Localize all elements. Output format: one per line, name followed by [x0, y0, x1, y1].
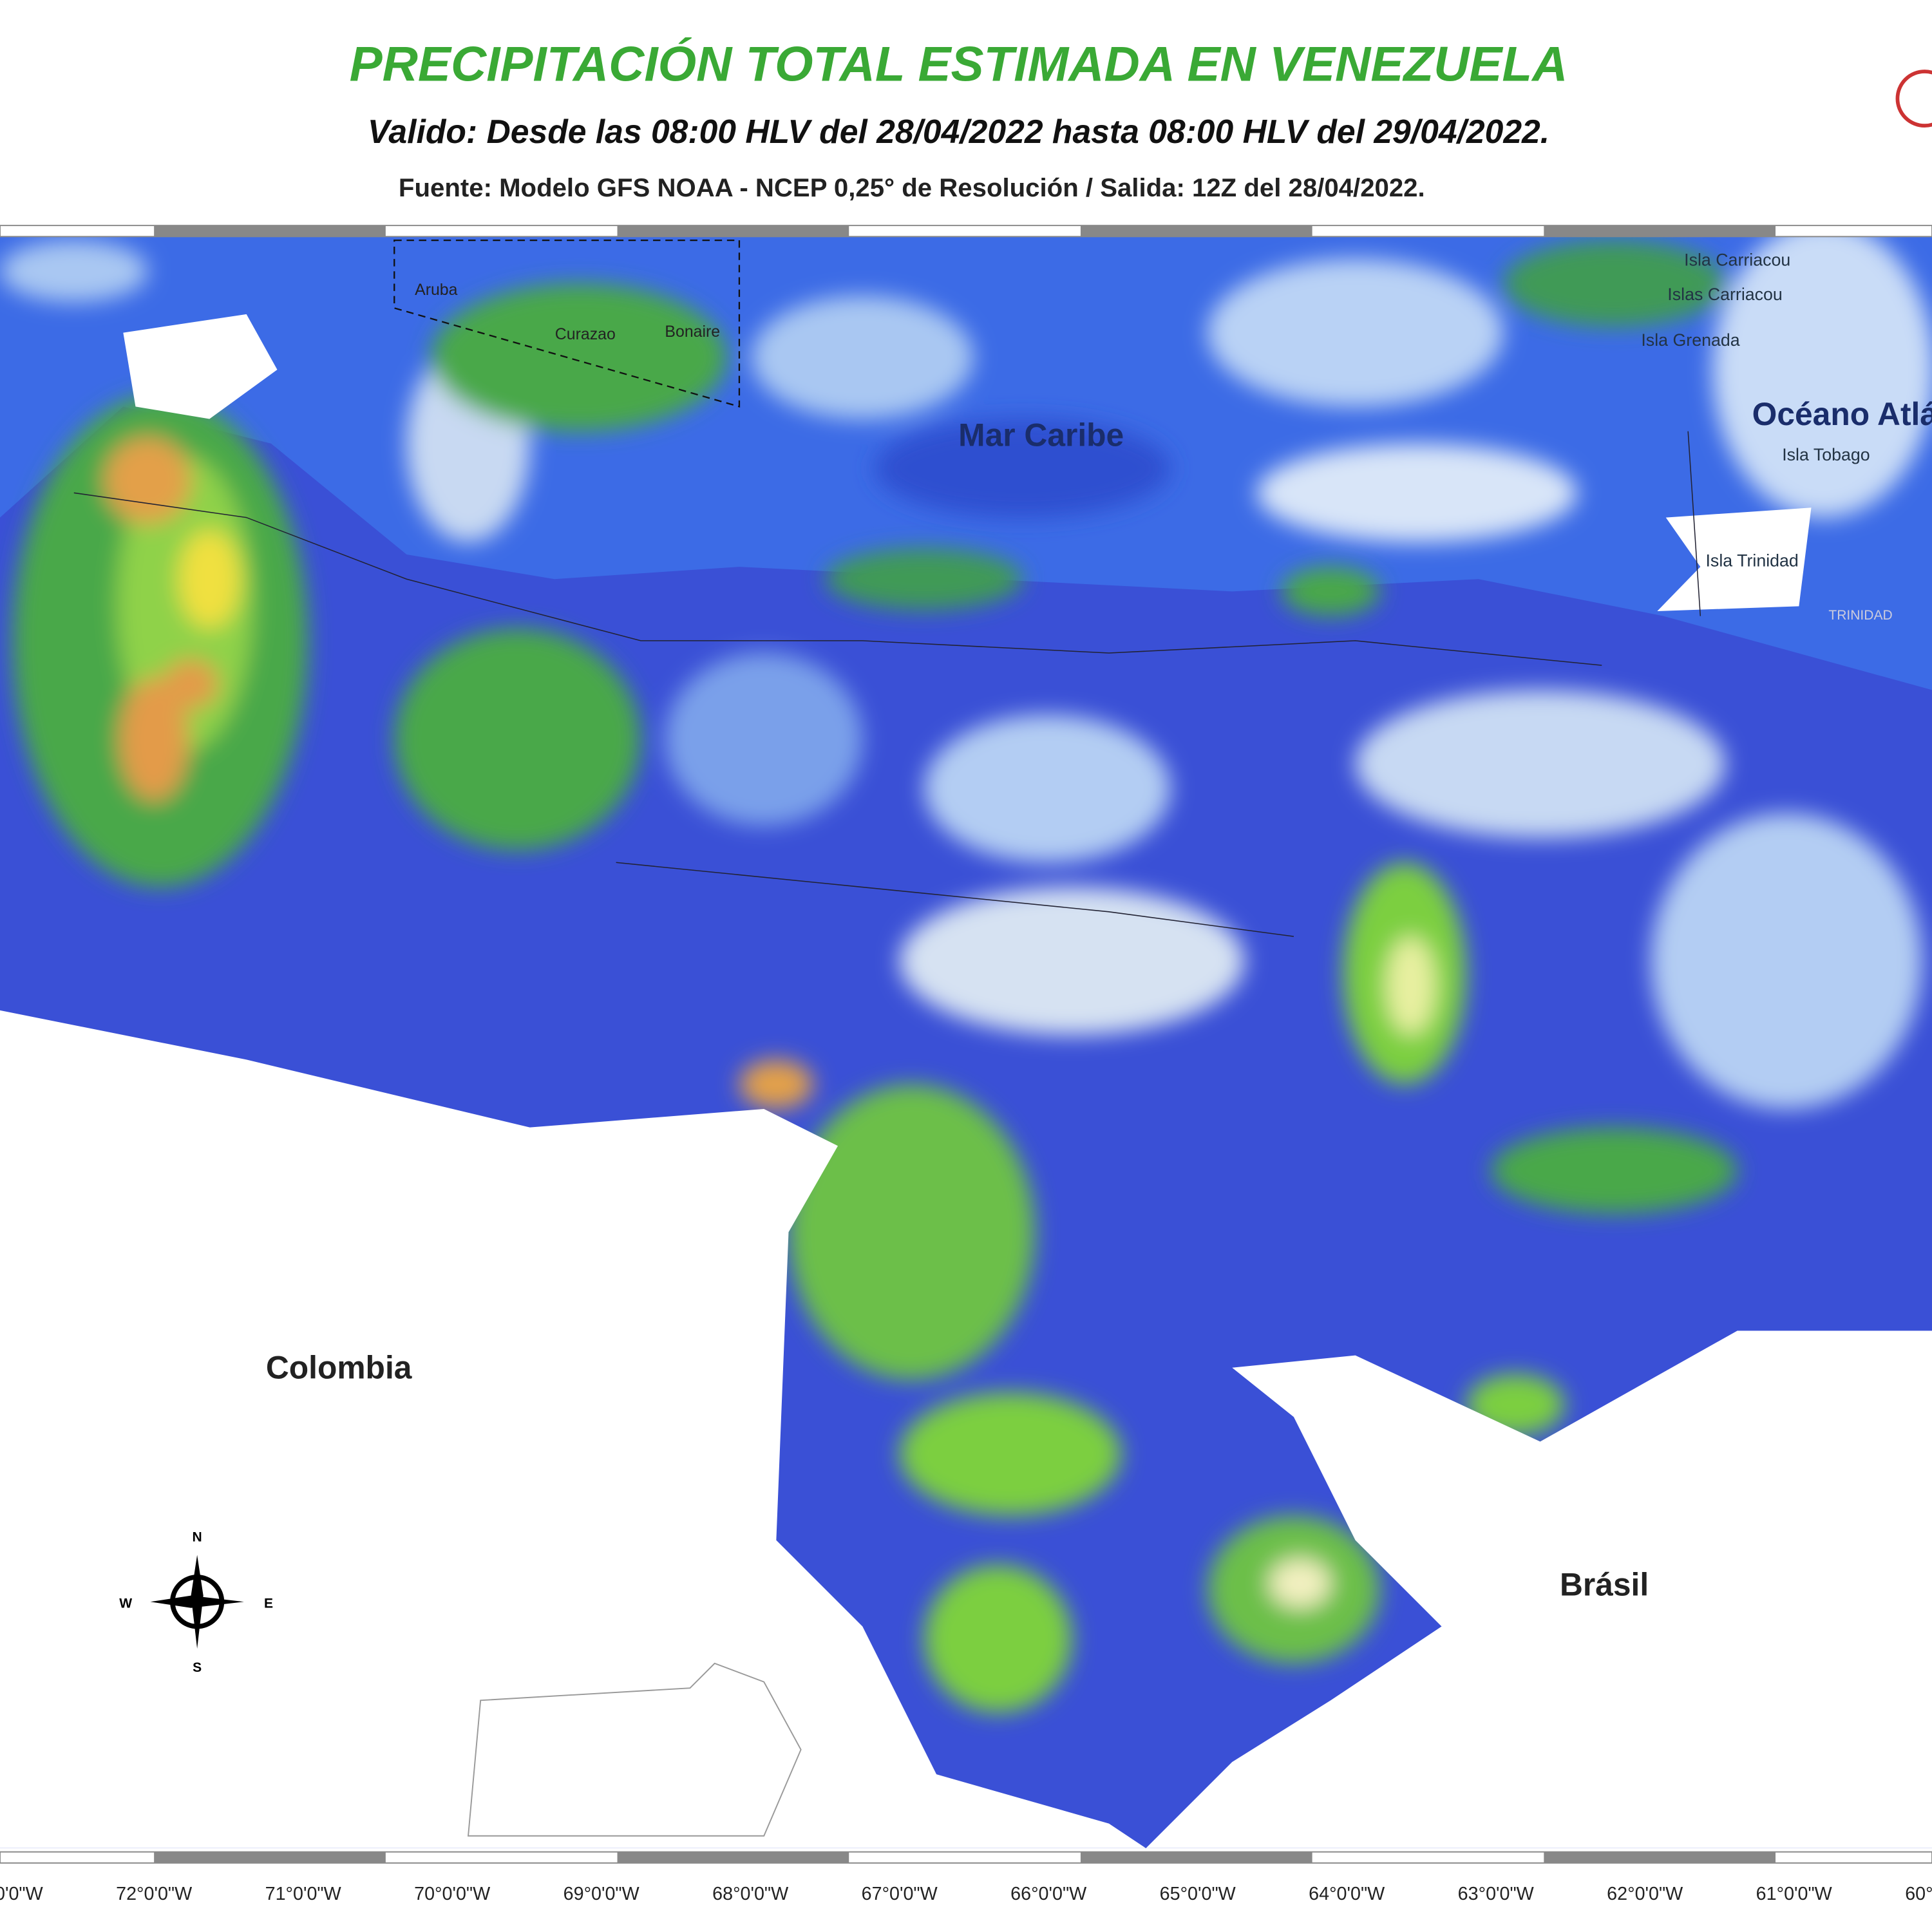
frame-tick	[1544, 225, 1776, 237]
place-label: Isla Tobago	[1782, 445, 1870, 464]
trinidad	[1657, 507, 1812, 611]
frame-bottom	[0, 1851, 1932, 1864]
frame-tick	[617, 1852, 849, 1863]
longitude-label: 69°0'0"W	[564, 1884, 639, 1904]
place-label: Mar Caribe	[958, 417, 1124, 453]
frame-tick	[154, 1852, 386, 1863]
border-region	[467, 1662, 802, 1837]
longitude-label: 62°0'0"W	[1607, 1884, 1683, 1904]
longitude-label: 71°0'0"W	[265, 1884, 341, 1904]
place-label: TRINIDAD	[1828, 608, 1892, 623]
frame-tick	[1080, 1852, 1312, 1863]
compass: N S W E	[119, 1530, 273, 1675]
frame-tick	[154, 225, 386, 237]
compass-n: N	[193, 1530, 202, 1544]
frame-tick	[1544, 1852, 1776, 1863]
compass-e: E	[264, 1596, 273, 1611]
sea-rain	[0, 234, 1932, 542]
state-borders	[73, 431, 1701, 937]
place-label: Isla Grenada	[1641, 330, 1739, 350]
title: PRECIPITACIÓN TOTAL ESTIMADA EN VENEZUEL…	[350, 37, 1568, 91]
longitude-label: 63°0'0"W	[1458, 1884, 1534, 1904]
longitude-label: 61°0'0"W	[1756, 1884, 1832, 1904]
place-label: Bonaire	[665, 323, 720, 341]
source: Fuente: Modelo GFS NOAA - NCEP 0,25° de …	[399, 173, 1425, 202]
logo	[1895, 70, 1932, 128]
longitude-labels: 73°0'0"W 72°0'0"W 71°0'0"W 70°0'0"W 69°0'0"W…	[0, 1884, 1932, 1904]
longitude-label: 65°0'0"W	[1160, 1884, 1236, 1904]
frame-tick	[617, 225, 849, 237]
place-label: Aruba	[415, 281, 458, 299]
longitude-label: 60°0'0"W	[1905, 1884, 1932, 1904]
subtitle: Valido: Desde las 08:00 HLV del 28/04/20…	[368, 113, 1549, 150]
longitude-label: 72°0'0"W	[116, 1884, 192, 1904]
place-label: Océano Atlántico	[1752, 396, 1932, 432]
frame-top	[0, 225, 1932, 238]
frame-ticks	[154, 225, 1776, 1863]
place-label: Islas Carriacou	[1667, 285, 1783, 304]
maritime-border	[393, 239, 741, 408]
gulf	[123, 314, 278, 419]
brazil	[1146, 1331, 1932, 1848]
place-labels: Aruba Curazao Bonaire Isla Carriacou Islas C…	[266, 251, 1932, 1603]
land-rain	[12, 394, 1922, 1713]
map-area	[0, 234, 1932, 1848]
colombia	[0, 1010, 1146, 1848]
place-label: Isla Carriacou	[1684, 251, 1790, 270]
compass-s: S	[193, 1660, 202, 1675]
place-label: Curazao	[555, 325, 616, 343]
longitude-label: 73°0'0"W	[0, 1884, 43, 1904]
longitude-label: 66°0'0"W	[1010, 1884, 1086, 1904]
frame-tick	[1080, 225, 1312, 237]
place-label: Brásil	[1560, 1566, 1649, 1602]
longitude-label: 68°0'0"W	[712, 1884, 788, 1904]
longitude-label: 64°0'0"W	[1309, 1884, 1385, 1904]
longitude-label: 67°0'0"W	[862, 1884, 938, 1904]
longitude-label: 70°0'0"W	[414, 1884, 490, 1904]
place-label: Isla Trinidad	[1706, 551, 1799, 571]
place-label: Colombia	[266, 1350, 412, 1386]
compass-w: W	[119, 1596, 132, 1611]
